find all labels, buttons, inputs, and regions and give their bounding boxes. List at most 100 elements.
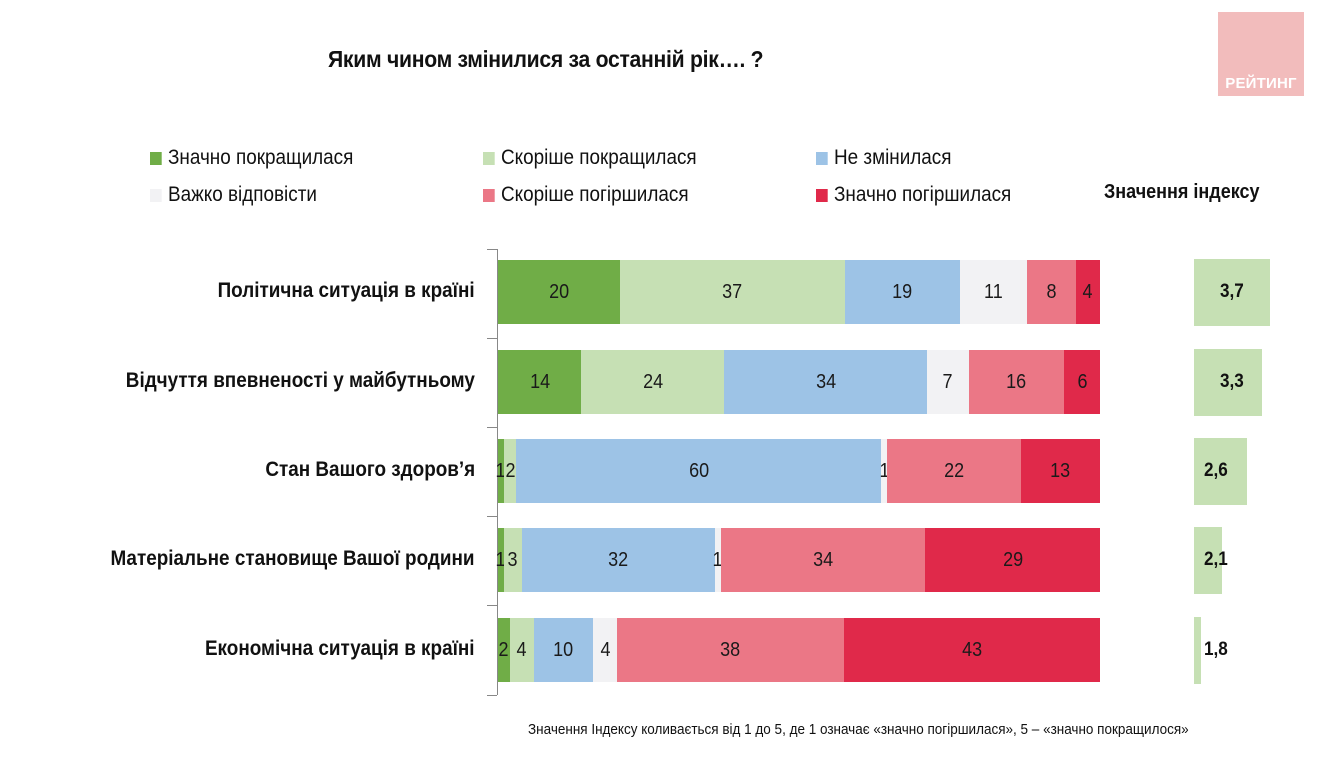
index-value: 2,6: [1204, 460, 1228, 481]
data-label: 16: [1006, 370, 1027, 393]
legend-swatch: [150, 151, 162, 165]
bar-segment: 34: [720, 528, 926, 592]
category-label: Матеріальне становище Вашої родини: [110, 547, 475, 570]
axis-tick: [487, 249, 497, 250]
legend-item: Значно погіршилася: [816, 183, 1011, 207]
legend-swatch: [816, 188, 828, 202]
bar-segment: 16: [968, 350, 1065, 414]
bar-segment: 38: [617, 618, 844, 682]
data-label: 37: [722, 280, 743, 303]
axis-tick: [487, 605, 497, 606]
legend-item: Значно покращилася: [150, 146, 353, 170]
data-label: 4: [1082, 280, 1093, 303]
data-label: 20: [548, 280, 569, 303]
legend-label: Не змінилася: [834, 146, 952, 169]
data-label: 4: [600, 638, 611, 661]
bar-segment: 4: [1075, 260, 1100, 324]
legend-swatch: [483, 188, 495, 202]
category-label: Стан Вашого здоров’я: [265, 458, 475, 481]
logo-text: РЕЙТИНГ: [1225, 75, 1297, 92]
bar-segment: 2: [498, 618, 510, 682]
bar-segment: 6: [1064, 350, 1100, 414]
bar-segment: 60: [516, 439, 882, 503]
data-label: 34: [815, 370, 836, 393]
legend-label: Важко відповісти: [168, 183, 317, 206]
bar-segment: 7: [927, 350, 969, 414]
legend-label: Значно погіршилася: [834, 183, 1012, 206]
bar-segment: 14: [498, 350, 582, 414]
legend-item: Скоріше покращилася: [483, 146, 697, 170]
index-bar: [1194, 349, 1262, 416]
index-bar: [1194, 259, 1270, 326]
bar-segment: 29: [925, 528, 1100, 592]
bar-segment: 1: [879, 439, 889, 503]
data-label: 7: [942, 370, 954, 393]
data-label: 2: [498, 638, 509, 661]
bar-segment: 32: [522, 528, 715, 592]
legend-item: Не змінилася: [816, 146, 951, 170]
category-label: Економічна ситуація в країні: [205, 637, 475, 660]
axis-tick: [487, 338, 497, 339]
legend-label: Значно покращилася: [168, 146, 354, 169]
bar-segment: 13: [1020, 439, 1100, 503]
category-label: Відчуття впевненості у майбутньому: [125, 369, 475, 392]
index-value: 3,7: [1220, 281, 1244, 302]
bar-segment: 8: [1027, 260, 1076, 324]
legend-label: Скоріше погіршилася: [501, 183, 689, 206]
footnote: Значення Індексу коливається від 1 до 5,…: [528, 721, 1189, 738]
bar-segment: 43: [843, 618, 1100, 682]
data-label: 43: [961, 638, 982, 661]
legend-swatch: [816, 151, 828, 165]
index-value: 1,8: [1204, 639, 1228, 660]
legend-label: Скоріше покращилася: [501, 146, 697, 169]
axis-tick: [487, 427, 497, 428]
index-value: 3,3: [1220, 371, 1244, 392]
data-label: 32: [608, 548, 629, 571]
index-bar: [1194, 617, 1201, 684]
axis-tick: [487, 516, 497, 517]
axis-tick: [487, 695, 497, 696]
data-label: 1: [496, 459, 507, 482]
data-label: 4: [516, 638, 527, 661]
data-label: 1: [712, 548, 723, 571]
data-label: 29: [1002, 548, 1023, 571]
data-label: 13: [1050, 459, 1071, 482]
bar-segment: 4: [509, 618, 534, 682]
bar-segment: 3: [504, 528, 523, 592]
data-label: 6: [1077, 370, 1088, 393]
data-label: 3: [508, 548, 519, 571]
index-value: 2,1: [1204, 549, 1228, 570]
data-label: 34: [813, 548, 834, 571]
bar-segment: 22: [887, 439, 1021, 503]
index-bar: [1194, 527, 1223, 594]
data-label: 24: [642, 370, 663, 393]
data-label: 11: [984, 280, 1003, 303]
category-axis-line: [497, 249, 498, 695]
bar-segment: 24: [581, 350, 725, 414]
bar-segment: 1: [712, 528, 723, 592]
data-label: 10: [553, 638, 574, 661]
index-header: Значення індексу: [1104, 181, 1260, 203]
data-label: 2: [505, 459, 516, 482]
bar-segment: 20: [498, 260, 620, 324]
reyting-logo: РЕЙТИНГ: [1218, 12, 1304, 96]
data-label: 1: [496, 548, 507, 571]
bar-segment: 19: [844, 260, 961, 324]
index-bar: [1194, 438, 1248, 505]
bar-segment: 2: [504, 439, 517, 503]
data-label: 14: [529, 370, 550, 393]
bar-segment: 37: [619, 260, 845, 324]
legend-item: Скоріше погіршилася: [483, 183, 689, 207]
bar-segment: 11: [960, 260, 1028, 324]
bar-segment: 1: [496, 439, 507, 503]
data-label: 38: [720, 638, 741, 661]
data-label: 8: [1046, 280, 1057, 303]
data-label: 19: [892, 280, 913, 303]
bar-segment: 10: [533, 618, 594, 682]
data-label: 22: [944, 459, 965, 482]
chart-title: Яким чином змінилися за останній рік…. ?: [328, 46, 764, 72]
category-label: Політична ситуація в країні: [217, 279, 475, 302]
legend-swatch: [483, 151, 495, 165]
data-label: 60: [688, 459, 709, 482]
bar-segment: 34: [724, 350, 928, 414]
